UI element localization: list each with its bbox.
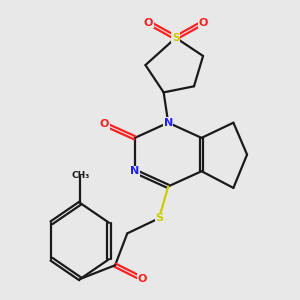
- Text: CH₃: CH₃: [71, 171, 89, 180]
- Text: S: S: [155, 213, 163, 223]
- Text: N: N: [130, 166, 140, 176]
- Text: O: O: [100, 119, 109, 129]
- Text: N: N: [164, 118, 173, 128]
- Text: O: O: [138, 274, 147, 284]
- Text: O: O: [198, 18, 208, 28]
- Text: O: O: [144, 18, 153, 28]
- Text: S: S: [172, 33, 180, 43]
